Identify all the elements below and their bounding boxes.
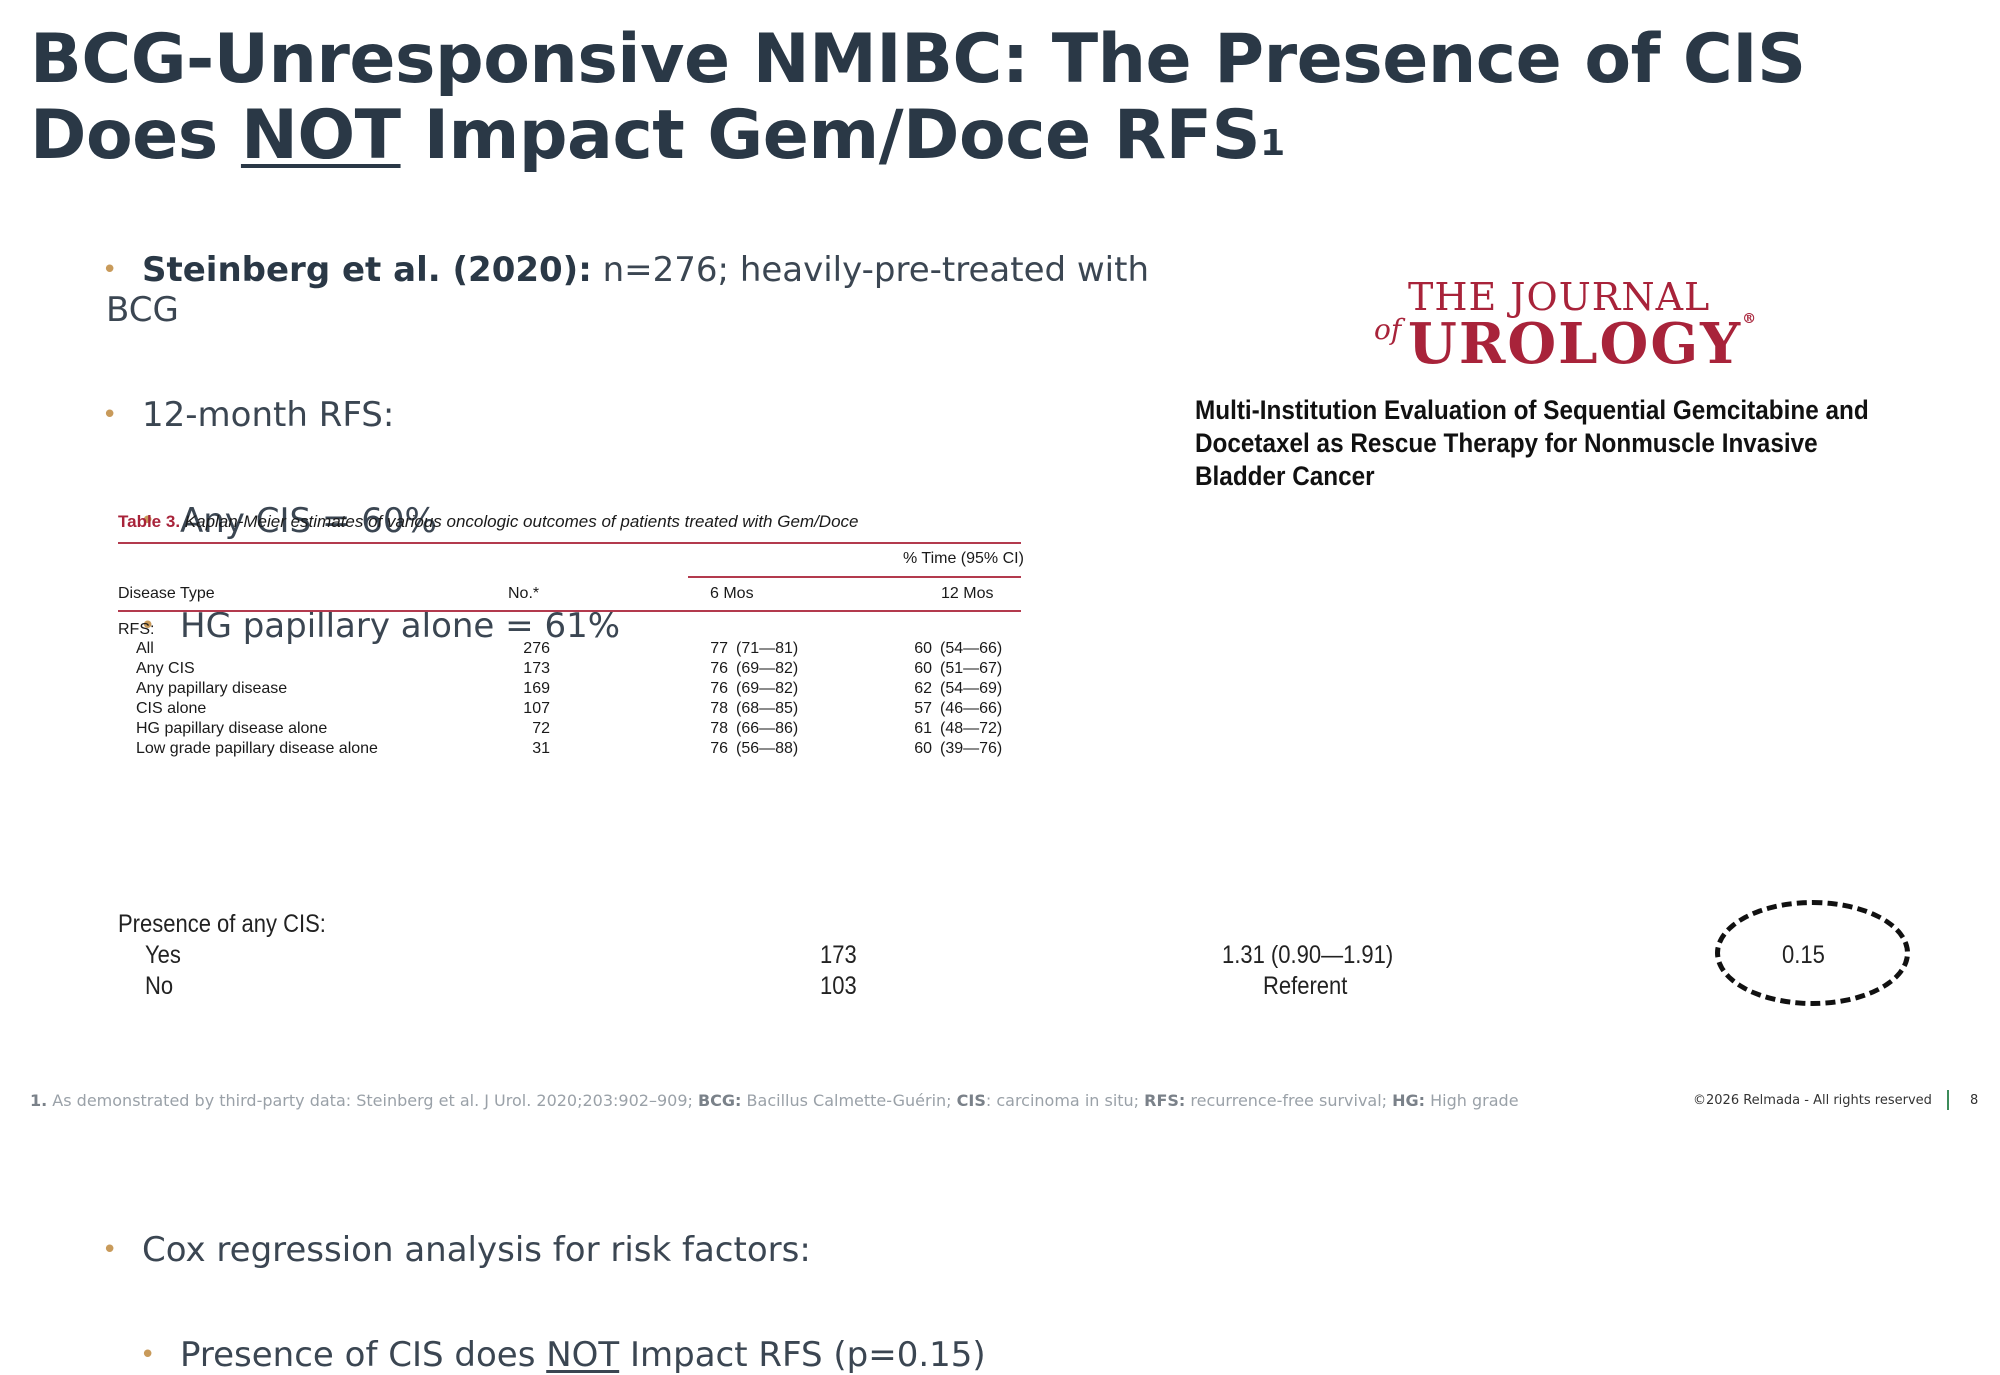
bullet-rfs: 12-month RFS: xyxy=(102,395,1206,435)
footnote-abbr-hg: HG: xyxy=(1392,1091,1426,1110)
title-line-2-post: Impact Gem/Doce RFS xyxy=(400,96,1261,175)
title-footnote-ref: 1 xyxy=(1260,123,1285,164)
footnote-def-bcg: Bacillus Calmette-Guérin; xyxy=(741,1091,957,1110)
table-cell-6mos-ci: (69—82) xyxy=(736,680,799,697)
table-cell-6mos: 78 xyxy=(710,700,728,717)
title-line-1: BCG-Unresponsive NMIBC: The Presence of … xyxy=(30,20,1806,99)
table-cell-12mos-ci: (39—76) xyxy=(940,740,1003,757)
table-cell-6mos-ci: (69—82) xyxy=(736,660,799,677)
table-cell-6mos: 78 xyxy=(710,720,728,737)
bullet-study-rest: n=276; heavily-pre-treated with BCG xyxy=(106,250,1150,330)
bullet-study-lead: Steinberg et al. (2020): xyxy=(142,250,592,290)
table-caption-label: Table 3. xyxy=(118,512,181,531)
bullet-cis-not-impact: Presence of CIS does NOT Impact RFS (p=0… xyxy=(140,1335,1244,1375)
table-cell-6mos-ci: (56—88) xyxy=(736,740,799,757)
table-cell-label: Any papillary disease xyxy=(136,680,288,697)
journal-logo-line-2: UROLOGY® xyxy=(1408,311,1758,377)
cox-header: Presence of any CIS: xyxy=(118,910,326,938)
table-cell-6mos-ci: (68—85) xyxy=(736,700,799,717)
footnote: 1. As demonstrated by third-party data: … xyxy=(30,1091,1519,1110)
title-line-2-pre: Does xyxy=(30,96,241,175)
bullet-hg-papillary: HG papillary alone = 61% xyxy=(140,606,1244,646)
footnote-source: As demonstrated by third-party data: Ste… xyxy=(47,1091,698,1110)
cox-no-n: 103 xyxy=(820,972,857,1000)
bullet-cis-pre: Presence of CIS does xyxy=(180,1335,547,1375)
table-cell-no: 72 xyxy=(532,720,550,737)
footnote-def-hg: High grade xyxy=(1425,1091,1519,1110)
table-header-6mos: 6 Mos xyxy=(710,585,754,602)
journal-logo: of THE JOURNAL UROLOGY® xyxy=(1370,275,1756,377)
p-value-highlight-oval xyxy=(1715,900,1910,1006)
table-caption: Table 3. Kaplan-Meier estimates of vario… xyxy=(118,512,859,532)
journal-logo-reg: ® xyxy=(1742,311,1759,327)
table-cell-no: 107 xyxy=(523,700,550,717)
table-cell-no: 276 xyxy=(523,640,550,657)
article-title: Multi-Institution Evaluation of Sequenti… xyxy=(1195,395,1869,491)
footnote-def-rfs: recurrence-free survival; xyxy=(1185,1091,1393,1110)
cox-yes-hr: 1.31 (0.90—1.91) xyxy=(1222,941,1394,969)
table-cell-12mos-ci: (46—66) xyxy=(940,700,1003,717)
table-cell-12mos-ci: (48—72) xyxy=(940,720,1003,737)
bullet-cis-underlined-not: NOT xyxy=(546,1335,620,1375)
bullet-cox: Cox regression analysis for risk factors… xyxy=(102,1230,1206,1270)
table-cell-6mos: 76 xyxy=(710,740,728,757)
bullet-list: Steinberg et al. (2020): n=276; heavily-… xyxy=(70,250,1170,1375)
bullet-any-cis: Any CIS = 60% xyxy=(140,501,1244,541)
table-cell-12mos-ci: (51—67) xyxy=(940,660,1003,677)
journal-logo-urology: UROLOGY xyxy=(1408,311,1743,377)
table-cell-6mos: 76 xyxy=(710,660,728,677)
table-cell-label: HG papillary disease alone xyxy=(136,720,328,737)
table-cell-no: 173 xyxy=(523,660,550,677)
table-cell-12mos: 57 xyxy=(914,700,932,717)
table-group-header: % Time (95% CI) xyxy=(903,550,1024,567)
bullet-rfs-text: 12-month RFS: xyxy=(142,395,395,435)
cox-yes-n: 173 xyxy=(820,941,857,969)
bullet-cis-post: Impact RFS (p=0.15) xyxy=(619,1335,986,1375)
table-top-rule xyxy=(118,542,1021,544)
table-section-rfs: RFS: xyxy=(118,621,155,638)
copyright: ©2026 Relmada - All rights reserved xyxy=(1693,1093,1932,1108)
footnote-abbr-rfs: RFS: xyxy=(1144,1091,1186,1110)
table-cell-label: Low grade papillary disease alone xyxy=(136,740,378,757)
cox-yes-label: Yes xyxy=(145,941,181,969)
table-header-12mos: 12 Mos xyxy=(941,585,994,602)
cox-no-label: No xyxy=(145,972,174,1000)
table-header-rule xyxy=(118,610,1021,612)
table-cell-no: 169 xyxy=(523,680,550,697)
table-cell-12mos: 61 xyxy=(914,720,932,737)
cox-no-hr: Referent xyxy=(1263,972,1348,1000)
page-number: 8 xyxy=(1970,1093,1979,1108)
title-underlined-not: NOT xyxy=(240,96,401,175)
table-header-no: No.* xyxy=(508,585,540,602)
table-cell-6mos-ci: (66—86) xyxy=(736,720,799,737)
bullet-hg-papillary-text: HG papillary alone = 61% xyxy=(180,606,621,646)
table-cell-12mos: 60 xyxy=(914,640,932,657)
table-cell-12mos: 60 xyxy=(914,660,932,677)
footnote-def-cis: : carcinoma in situ; xyxy=(985,1091,1145,1110)
bullet-study: Steinberg et al. (2020): n=276; heavily-… xyxy=(102,250,1206,330)
table-cell-12mos: 60 xyxy=(914,740,932,757)
table-cell-no: 31 xyxy=(532,740,550,757)
table-cell-12mos-ci: (54—69) xyxy=(940,680,1003,697)
table-cell-6mos-ci: (71—81) xyxy=(736,640,799,657)
bullet-cox-text: Cox regression analysis for risk factors… xyxy=(142,1230,811,1270)
table-cell-12mos: 62 xyxy=(914,680,932,697)
table-cell-6mos: 77 xyxy=(710,640,728,657)
footnote-number: 1. xyxy=(30,1091,48,1110)
table-cell-6mos: 76 xyxy=(710,680,728,697)
footer-separator xyxy=(1947,1090,1949,1110)
footnote-abbr-bcg: BCG: xyxy=(697,1091,742,1110)
journal-logo-of: of xyxy=(1374,313,1402,346)
table-header-type: Disease Type xyxy=(118,585,215,602)
table-cell-12mos-ci: (54—66) xyxy=(940,640,1003,657)
table-cell-label: CIS alone xyxy=(136,700,207,717)
table-caption-text: Kaplan-Meier estimates of various oncolo… xyxy=(180,512,859,531)
journal-logo-line-1: THE JOURNAL xyxy=(1408,275,1711,319)
table-cell-label: Any CIS xyxy=(136,660,195,677)
table-group-rule xyxy=(688,576,1021,578)
slide-title: BCG-Unresponsive NMIBC: The Presence of … xyxy=(30,22,1930,174)
table-cell-label: All xyxy=(136,640,154,657)
footnote-abbr-cis: CIS xyxy=(956,1091,986,1110)
bullet-any-cis-text: Any CIS = 60% xyxy=(180,501,437,541)
